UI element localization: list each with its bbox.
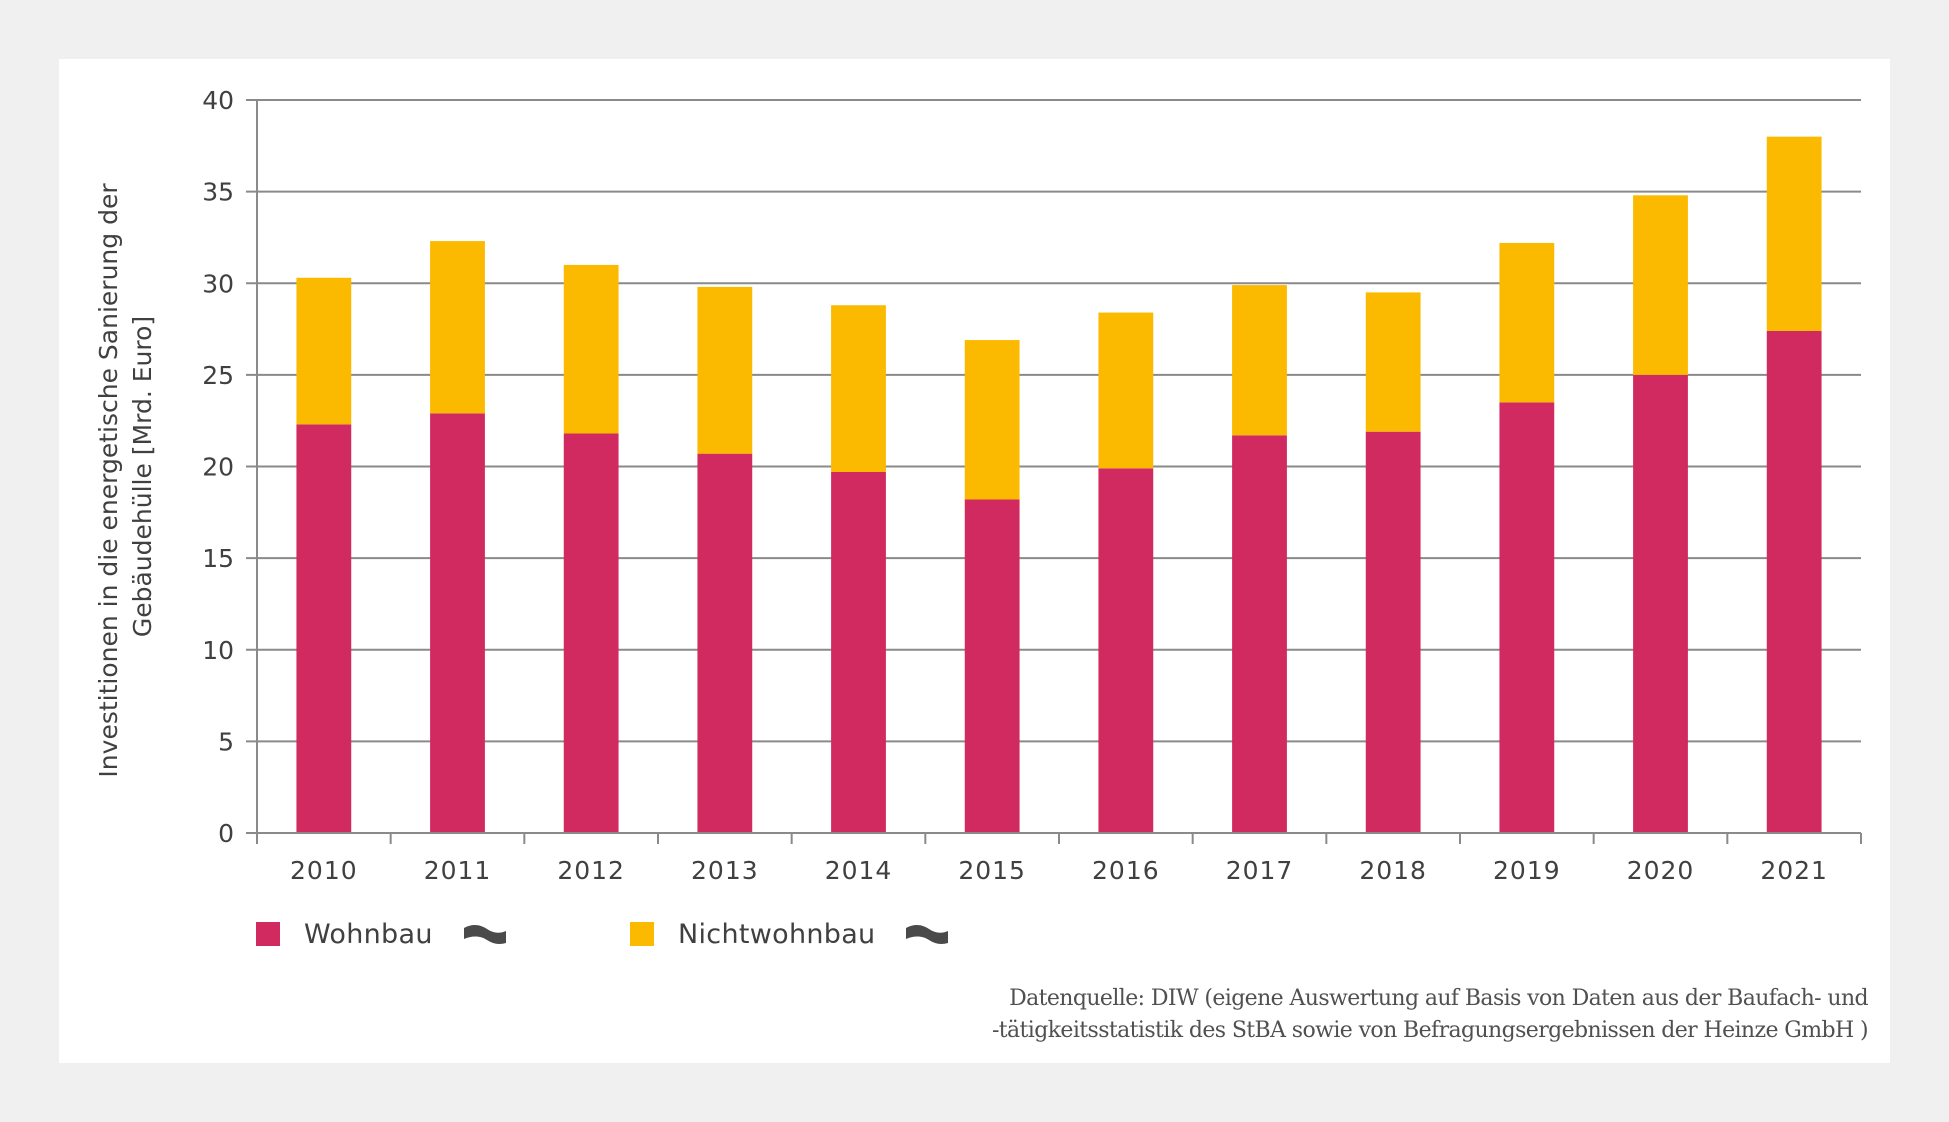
x-tick-label: 2019 [1493,856,1561,885]
bar-wohnbau-2010 [296,424,352,833]
y-axis-title: Investitionen in die energetische Sanier… [94,175,157,777]
bar-nichtwohnbau-2016 [1098,312,1154,469]
legend-swatch-nichtwohnbau [630,922,654,946]
x-tick-label: 2013 [691,856,759,885]
x-tick-label: 2015 [958,856,1026,885]
bar-nichtwohnbau-2014 [831,305,886,472]
y-tick-label: 10 [202,636,234,665]
bar-wohnbau-2012 [563,433,619,833]
wave-flag-icon[interactable] [905,923,949,945]
bar-nichtwohnbau-2011 [430,241,485,414]
x-tick-label: 2011 [424,856,492,885]
y-tick-label: 30 [202,269,234,298]
y-tick-labels: 0 5 10 15 20 25 30 35 40 [202,86,234,848]
y-tick-label: 25 [202,361,234,390]
x-tick-label: 2016 [1092,856,1160,885]
bar-nichtwohnbau-2017 [1232,285,1287,436]
bar-nichtwohnbau-2010 [296,277,352,425]
bar-nichtwohnbau-2012 [563,264,619,434]
y-tick-label: 15 [202,544,234,573]
gridlines [257,99,1861,743]
x-tick-label: 2020 [1627,856,1695,885]
bar-nichtwohnbau-2013 [697,286,753,454]
bar-nichtwohnbau-2018 [1365,292,1421,432]
legend-swatch-wohnbau [256,922,280,946]
source-note-line-1: Datenquelle: DIW (eigene Auswertung auf … [1009,986,1869,1011]
bars [296,136,1822,833]
x-tick-label: 2018 [1359,856,1427,885]
legend-item-nichtwohnbau[interactable]: Nichtwohnbau [630,918,949,950]
bar-wohnbau-2017 [1232,435,1287,833]
wave-flag-icon[interactable] [463,923,507,945]
x-tick-label: 2014 [825,856,893,885]
bar-wohnbau-2011 [430,413,485,833]
x-tick-label: 2017 [1226,856,1294,885]
x-tick-label: 2021 [1760,856,1828,885]
bar-wohnbau-2015 [964,499,1020,833]
bar-wohnbau-2020 [1633,374,1688,833]
x-tick-label: 2010 [290,856,358,885]
axes [246,99,1862,844]
y-tick-label: 0 [218,819,234,848]
bar-wohnbau-2016 [1098,468,1154,833]
bar-wohnbau-2013 [697,453,753,833]
x-tick-labels: 2010 2011 2012 2013 2014 2015 2016 2017 2018 2019… [290,856,1828,885]
legend-label-wohnbau: Wohnbau [304,918,433,950]
bar-wohnbau-2021 [1766,330,1822,833]
y-tick-label: 40 [202,86,234,115]
legend-label-nichtwohnbau: Nichtwohnbau [678,918,876,950]
y-axis-title-line-2: Gebäudehülle [Mrd. Euro] [128,316,157,637]
bar-wohnbau-2019 [1499,402,1555,833]
bar-nichtwohnbau-2019 [1499,242,1555,403]
legend-item-wohnbau[interactable]: Wohnbau [256,918,507,950]
bar-nichtwohnbau-2021 [1766,136,1822,331]
bar-wohnbau-2018 [1365,431,1421,833]
y-tick-label: 5 [218,727,234,756]
bar-nichtwohnbau-2020 [1633,195,1688,375]
source-note-line-2: -tätigkeitsstatistik des StBA sowie von … [991,1018,1869,1043]
y-axis-title-line-1: Investitionen in die energetische Sanier… [94,183,123,778]
source-note: Datenquelle: DIW (eigene Auswertung auf … [991,983,1869,1047]
y-tick-label: 20 [202,453,234,482]
bar-nichtwohnbau-2015 [964,340,1020,500]
y-tick-label: 35 [202,178,234,207]
x-tick-label: 2012 [557,856,625,885]
bar-wohnbau-2014 [831,471,886,833]
